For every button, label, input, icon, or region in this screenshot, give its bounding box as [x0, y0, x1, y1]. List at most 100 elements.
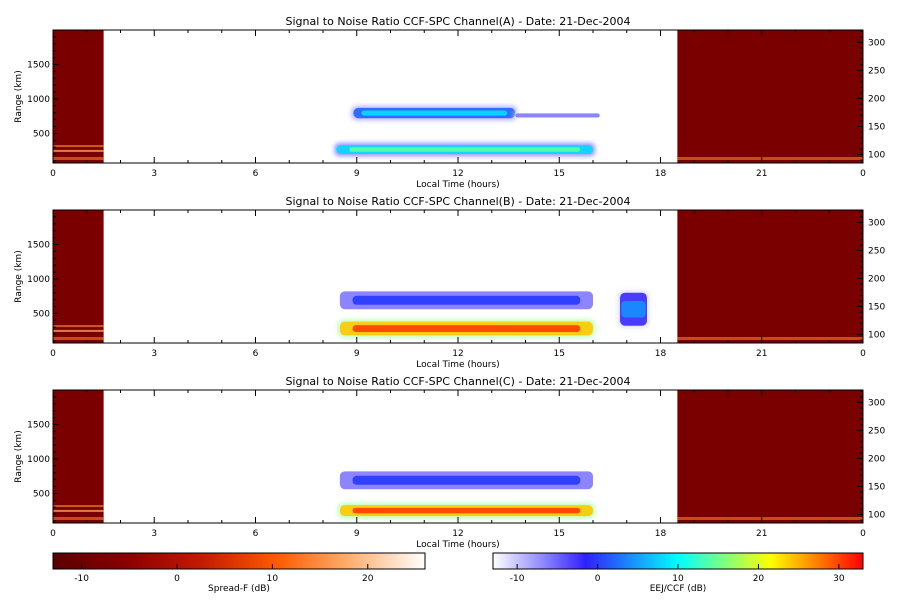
x-tick-label: 9 — [354, 349, 360, 359]
colorbar-label: EEJ/CCF (dB) — [650, 584, 707, 594]
colorbar-tick-label: -10 — [74, 574, 89, 584]
x-tick-label: 12 — [452, 529, 463, 539]
y2-tick-label: 300 — [868, 398, 885, 408]
night-layer-streak — [677, 517, 863, 520]
echo-region — [618, 290, 649, 328]
y-axis-left: 500 1000 1500 — [27, 396, 59, 522]
y-tick-label: 1500 — [27, 420, 50, 430]
y-tick-label: 1000 — [27, 455, 50, 465]
echo-region — [337, 289, 595, 312]
y-tick-label: 1500 — [27, 240, 50, 250]
x-tick-label: 6 — [253, 169, 259, 179]
echo-body — [620, 143, 631, 147]
night-layer-streak — [53, 517, 104, 520]
x-tick-label: 0 — [50, 529, 56, 539]
echo-region — [513, 111, 602, 120]
y-axis-label: Range (km) — [14, 70, 24, 122]
night-block — [53, 210, 104, 343]
night-layer-streak — [53, 325, 104, 328]
x-tick-label: 15 — [554, 529, 565, 539]
y-tick-label: 500 — [33, 489, 50, 499]
colorbar-spread-f: -10 0 10 20 Spread-F (dB) — [52, 552, 426, 594]
echo-region — [334, 143, 595, 157]
y-axis-label: Range (km) — [14, 430, 24, 482]
x-tick-label: 12 — [452, 349, 463, 359]
night-layer-streak — [53, 505, 104, 508]
echo-core — [352, 475, 581, 485]
y2-tick-label: 300 — [868, 218, 885, 228]
panel-title: Signal to Noise Ratio CCF-SPC Channel(C)… — [285, 375, 630, 388]
night-layer-streak — [53, 145, 104, 148]
y2-tick-label: 100 — [868, 331, 885, 341]
colorbar-gradient — [52, 552, 426, 570]
y2-tick-label: 300 — [868, 38, 885, 48]
x-axis-label: Local Time (hours) — [416, 180, 499, 190]
night-block — [53, 30, 104, 163]
colorbar-tick-label: 30 — [833, 574, 845, 584]
x-tick-label: 0 — [50, 169, 56, 179]
y-axis-left: 500 1000 1500 — [27, 36, 59, 162]
x-axis: 0 3 6 9 12 15 18 21 0 — [50, 30, 866, 179]
echo-body — [515, 113, 600, 118]
y-axis-right: 100 150 200 250 300 — [857, 30, 885, 161]
echo-core — [361, 110, 508, 116]
x-tick-label: 15 — [554, 169, 565, 179]
y2-tick-label: 250 — [868, 66, 885, 76]
panel-b: Signal to Noise Ratio CCF-SPC Channel(B)… — [14, 195, 885, 370]
night-layer-streak — [53, 149, 104, 152]
panel-c: Signal to Noise Ratio CCF-SPC Channel(C)… — [14, 375, 885, 550]
echo-body — [616, 111, 631, 115]
night-block — [677, 210, 863, 343]
colorbar-tick-label: 0 — [595, 574, 601, 584]
y-tick-label: 1500 — [27, 60, 50, 70]
y-tick-label: 500 — [33, 129, 50, 139]
echo-core — [352, 507, 581, 514]
y2-tick-label: 100 — [868, 151, 885, 161]
night-block — [53, 390, 104, 523]
colorbar-tick-label: 20 — [753, 574, 765, 584]
y2-tick-label: 100 — [868, 511, 885, 521]
panel-a: Signal to Noise Ratio CCF-SPC Channel(A)… — [14, 15, 885, 190]
y2-tick-label: 150 — [868, 483, 885, 493]
y-axis-label: Range (km) — [14, 250, 24, 302]
y2-tick-label: 200 — [868, 274, 885, 284]
y-tick-label: 500 — [33, 309, 50, 319]
echo-region — [337, 469, 595, 492]
night-layer-streak — [53, 329, 104, 332]
night-layer-streak — [53, 157, 104, 160]
x-axis-label: Local Time (hours) — [416, 540, 499, 550]
night-block — [677, 30, 863, 163]
night-layer-streak — [677, 157, 863, 160]
colorbar-tick-label: -10 — [510, 574, 525, 584]
x-tick-label: 21 — [756, 169, 767, 179]
y-axis-left: 500 1000 1500 — [27, 216, 59, 342]
echo-core — [349, 147, 581, 152]
colorbar-tick-label: 0 — [174, 574, 180, 584]
echo-region — [618, 141, 633, 149]
x-tick-label: 3 — [151, 529, 157, 539]
x-axis-label: Local Time (hours) — [416, 360, 499, 370]
y-tick-label: 1000 — [27, 95, 50, 105]
panel-title: Signal to Noise Ratio CCF-SPC Channel(B)… — [286, 195, 631, 208]
x-tick-label: 3 — [151, 169, 157, 179]
colorbars: -10 0 10 20 Spread-F (dB) -10 0 10 20 30 EEJ/CCF (… — [52, 552, 864, 594]
echo-core — [621, 300, 646, 318]
x-tick-label: 18 — [655, 349, 667, 359]
x-tick-label: 0 — [860, 349, 866, 359]
x-tick-label: 0 — [50, 349, 56, 359]
echo-region — [351, 105, 518, 121]
colorbar-eej-ccf: -10 0 10 20 30 EEJ/CCF (dB) — [492, 552, 864, 594]
x-tick-label: 21 — [756, 349, 767, 359]
y2-tick-label: 200 — [868, 454, 885, 464]
echo-region — [337, 319, 595, 338]
echo-region — [337, 503, 595, 519]
panel-title: Signal to Noise Ratio CCF-SPC Channel(A)… — [286, 15, 631, 28]
echo-region — [614, 109, 633, 117]
x-tick-label: 9 — [354, 529, 360, 539]
y2-tick-label: 250 — [868, 246, 885, 256]
x-tick-label: 18 — [655, 529, 667, 539]
y2-tick-label: 200 — [868, 94, 885, 104]
y2-tick-label: 150 — [868, 303, 885, 313]
x-tick-label: 6 — [253, 529, 259, 539]
